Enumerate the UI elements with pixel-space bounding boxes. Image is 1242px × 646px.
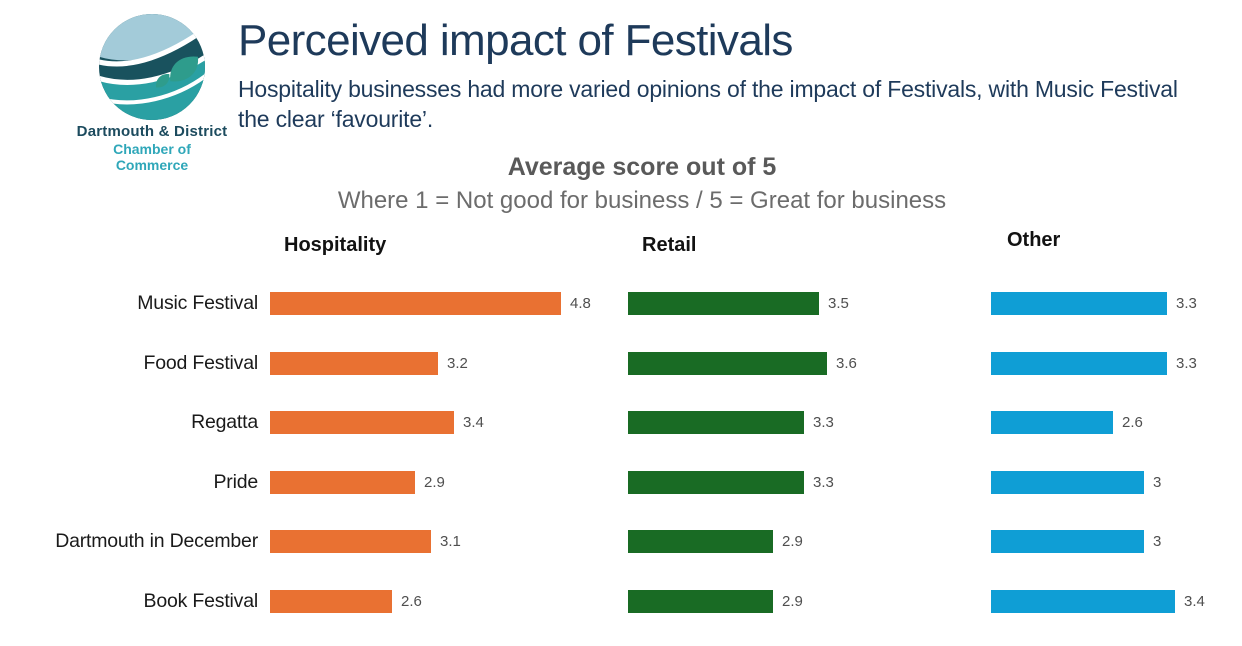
chart-row: Dartmouth in December 3.1 2.9 3 bbox=[0, 512, 1242, 572]
bar-cell-other: 3.3 bbox=[984, 351, 1242, 375]
bar-cell-hospitality: 2.6 bbox=[258, 589, 621, 613]
bar-value: 2.9 bbox=[782, 592, 803, 610]
bar-cell-hospitality: 4.8 bbox=[258, 292, 621, 316]
bar bbox=[628, 351, 827, 375]
bar bbox=[991, 292, 1167, 316]
category-label: Music Festival bbox=[137, 292, 258, 315]
bar-cell-retail: 3.3 bbox=[621, 411, 984, 435]
bar-value: 2.6 bbox=[401, 592, 422, 610]
bar-cell-hospitality: 3.1 bbox=[258, 530, 621, 554]
bar-value: 4.8 bbox=[570, 295, 591, 313]
bar-value: 3.5 bbox=[828, 295, 849, 313]
category-label: Regatta bbox=[191, 411, 258, 434]
chart-row: Book Festival 2.6 2.9 3.4 bbox=[0, 572, 1242, 632]
series-header-retail: Retail bbox=[642, 234, 697, 256]
bar bbox=[270, 589, 392, 613]
chart-row: Pride 2.9 3.3 3 bbox=[0, 453, 1242, 513]
bar-value: 3.3 bbox=[1176, 354, 1197, 372]
bar-value: 3.4 bbox=[463, 414, 484, 432]
bar bbox=[270, 292, 561, 316]
bar-value: 3 bbox=[1153, 533, 1162, 551]
bar-cell-hospitality: 3.4 bbox=[258, 411, 621, 435]
bar-value: 3.2 bbox=[447, 354, 468, 372]
chart-row: Regatta 3.4 3.3 2.6 bbox=[0, 393, 1242, 453]
bar bbox=[628, 530, 773, 554]
chart-row: Music Festival 4.8 3.5 3.3 bbox=[0, 274, 1242, 334]
chamber-logo-icon bbox=[99, 14, 205, 120]
category-label: Book Festival bbox=[143, 589, 259, 612]
bar-value: 3.3 bbox=[1176, 295, 1197, 313]
chart-scale-note: Where 1 = Not good for business / 5 = Gr… bbox=[337, 187, 947, 214]
series-headers: Hospitality Retail Other bbox=[0, 229, 1242, 257]
bar bbox=[628, 589, 773, 613]
bar-cell-hospitality: 2.9 bbox=[258, 470, 621, 494]
bar-cell-hospitality: 3.2 bbox=[258, 351, 621, 375]
bar-value: 2.9 bbox=[424, 473, 445, 491]
series-header-other: Other bbox=[1007, 229, 1061, 251]
bar bbox=[991, 411, 1113, 435]
bar-value: 3.4 bbox=[1184, 592, 1205, 610]
bar-cell-retail: 3.3 bbox=[621, 470, 984, 494]
bar-value: 2.9 bbox=[782, 533, 803, 551]
bar-cell-other: 3 bbox=[984, 530, 1242, 554]
bar bbox=[628, 292, 819, 316]
bar-value: 2.6 bbox=[1122, 414, 1143, 432]
bar-value: 3.6 bbox=[836, 354, 857, 372]
bar bbox=[991, 470, 1144, 494]
logo-org-subtitle: Chamber of Commerce bbox=[113, 141, 191, 173]
chart-title: Average score out of 5 bbox=[507, 153, 777, 181]
category-label: Dartmouth in December bbox=[55, 530, 258, 553]
bar bbox=[628, 470, 804, 494]
series-header-hospitality: Hospitality bbox=[284, 234, 387, 256]
chart-row: Food Festival 3.2 3.6 3.3 bbox=[0, 334, 1242, 394]
bar-value: 3.1 bbox=[440, 533, 461, 551]
bar bbox=[270, 351, 438, 375]
chamber-logo: Dartmouth & District Chamber of Commerce bbox=[76, 6, 228, 173]
bar-value: 3.3 bbox=[813, 473, 834, 491]
category-label: Food Festival bbox=[143, 351, 259, 374]
bar-cell-other: 2.6 bbox=[984, 411, 1242, 435]
bar-cell-retail: 3.6 bbox=[621, 351, 984, 375]
bar bbox=[991, 589, 1175, 613]
bar bbox=[270, 470, 415, 494]
bar bbox=[991, 351, 1167, 375]
bar-cell-retail: 3.5 bbox=[621, 292, 984, 316]
bar bbox=[991, 530, 1144, 554]
bar bbox=[628, 411, 804, 435]
page-header: Perceived impact of Festivals Hospitalit… bbox=[238, 16, 1203, 135]
logo-org-name: Dartmouth & District bbox=[76, 123, 228, 140]
bar-value: 3 bbox=[1153, 473, 1162, 491]
bar-cell-retail: 2.9 bbox=[621, 530, 984, 554]
page-subtitle: Hospitality businesses had more varied o… bbox=[238, 76, 1178, 132]
bar-value: 3.3 bbox=[813, 414, 834, 432]
bar-cell-retail: 2.9 bbox=[621, 589, 984, 613]
bar-cell-other: 3 bbox=[984, 470, 1242, 494]
bar-cell-other: 3.3 bbox=[984, 292, 1242, 316]
page-title: Perceived impact of Festivals bbox=[238, 16, 793, 65]
bar-cell-other: 3.4 bbox=[984, 589, 1242, 613]
bar bbox=[270, 411, 454, 435]
category-label: Pride bbox=[213, 470, 258, 493]
chart-rows: Music Festival 4.8 3.5 3.3 Food Festival… bbox=[0, 274, 1242, 631]
bar bbox=[270, 530, 431, 554]
chart-heading: Average score out of 5 Where 1 = Not goo… bbox=[42, 153, 1242, 215]
